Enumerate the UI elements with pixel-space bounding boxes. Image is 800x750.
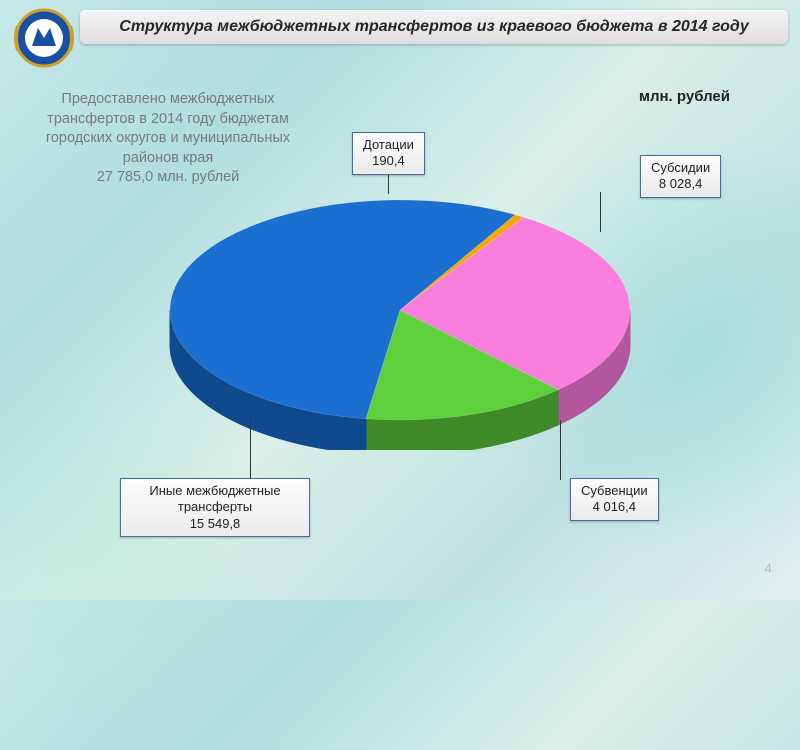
ministry-logo [12, 6, 76, 70]
description-line: городских округов и муниципальных [18, 129, 318, 149]
callout-dotations: Дотации 190,4 [352, 132, 425, 175]
description-line: Предоставлено межбюджетных [18, 90, 318, 110]
page-title: Структура межбюджетных трансфертов из кр… [80, 10, 788, 44]
callout-value: 4 016,4 [581, 499, 648, 515]
callout-label: Дотации [363, 137, 414, 153]
description-line: районов края [18, 149, 318, 169]
callout-label: Субсидии [651, 160, 710, 176]
description-block: Предоставлено межбюджетных трансфертов в… [18, 90, 318, 188]
callout-subventions: Субвенции 4 016,4 [570, 478, 659, 521]
callout-value: 8 028,4 [651, 176, 710, 192]
leader-line [250, 420, 251, 480]
callout-other-transfers: Иные межбюджетные трансферты 15 549,8 [120, 478, 310, 537]
units-label: млн. рублей [639, 88, 730, 105]
description-line: трансфертов в 2014 году бюджетам [18, 110, 318, 130]
callout-label: Иные межбюджетные трансферты [131, 483, 299, 516]
callout-value: 190,4 [363, 153, 414, 169]
pie-chart [150, 190, 650, 450]
leader-line [600, 192, 601, 232]
description-line: 27 785,0 млн. рублей [18, 168, 318, 188]
page-number: 4 [764, 560, 772, 576]
callout-subsidies: Субсидии 8 028,4 [640, 155, 721, 198]
leader-line [560, 420, 561, 480]
callout-value: 15 549,8 [131, 516, 299, 532]
callout-label: Субвенции [581, 483, 648, 499]
